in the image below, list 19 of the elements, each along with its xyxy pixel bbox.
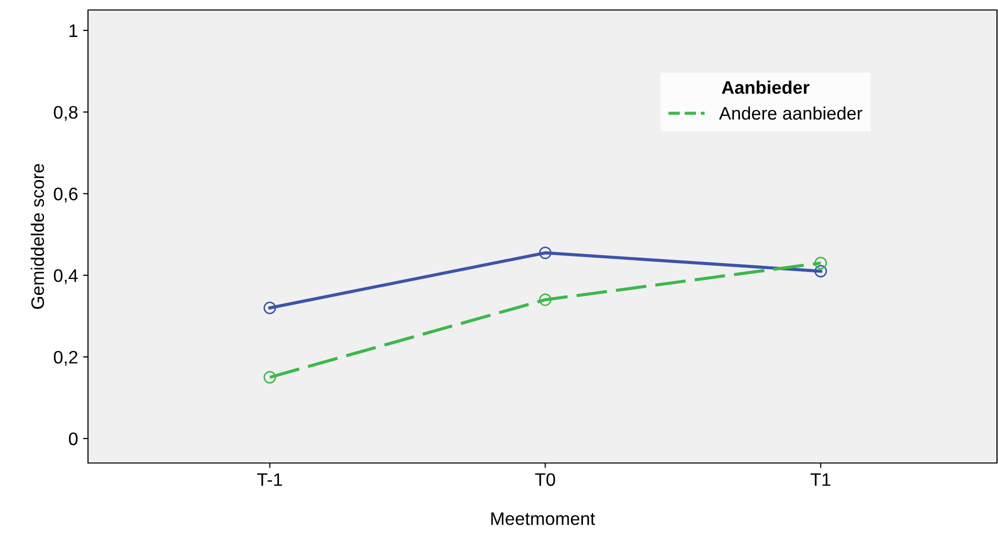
point xyxy=(814,256,827,270)
y-tick-label: 1 xyxy=(70,24,78,37)
x-tick-label: T-1 xyxy=(257,473,282,486)
point xyxy=(264,371,276,384)
point xyxy=(264,302,276,314)
point xyxy=(539,246,552,260)
y-tick-label: 0,8 xyxy=(54,106,78,121)
point xyxy=(539,294,552,306)
x-tick-label: T0 xyxy=(535,473,556,486)
x-axis-title: Meetmoment xyxy=(491,512,596,526)
y-tick-label: 0 xyxy=(68,432,78,446)
x-tick-label: T1 xyxy=(810,473,830,486)
legend-title: Aanbieder xyxy=(722,80,810,94)
y-tick-label: 0,4 xyxy=(54,269,78,284)
y-tick-label: 0,2 xyxy=(54,350,78,366)
legend-label: Andere aanbieder xyxy=(719,106,862,120)
point xyxy=(814,264,827,278)
y-tick-label: 0,6 xyxy=(54,188,78,202)
y-axis-title: Gemiddelde score xyxy=(30,164,44,309)
